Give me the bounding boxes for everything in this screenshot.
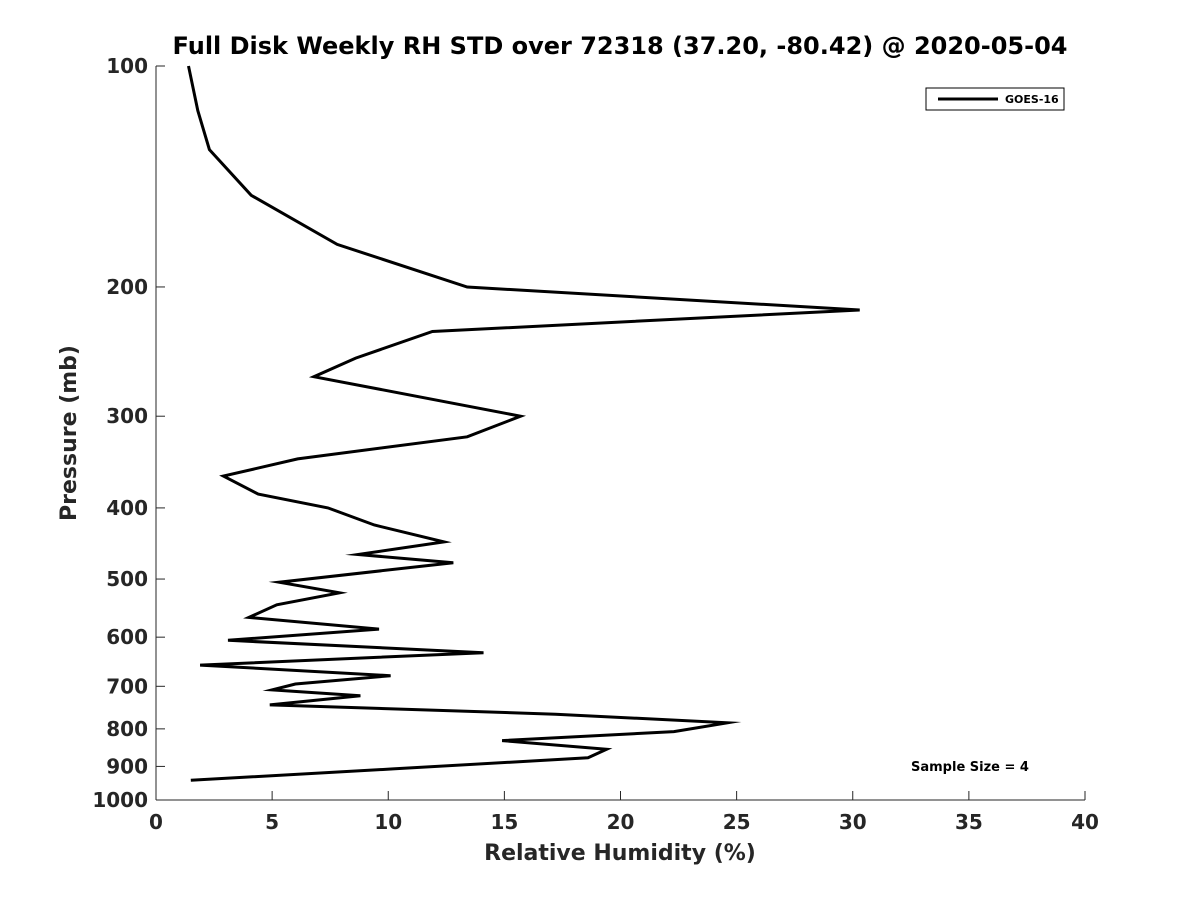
x-tick-label: 35 bbox=[955, 810, 983, 834]
x-tick-label: 25 bbox=[723, 810, 751, 834]
y-tick-label: 1000 bbox=[92, 788, 148, 812]
y-tick-label: 300 bbox=[106, 404, 148, 428]
chart-title: Full Disk Weekly RH STD over 72318 (37.2… bbox=[173, 32, 1068, 60]
x-axis-label: Relative Humidity (%) bbox=[484, 841, 756, 866]
y-tick-label: 400 bbox=[106, 496, 148, 520]
y-axis-label: Pressure (mb) bbox=[57, 345, 82, 521]
x-tick-label: 30 bbox=[839, 810, 867, 834]
x-tick-label: 40 bbox=[1071, 810, 1099, 834]
x-tick-label: 15 bbox=[490, 810, 518, 834]
y-tick-label: 900 bbox=[106, 754, 148, 778]
y-tick-label: 800 bbox=[106, 717, 148, 741]
x-tick-label: 20 bbox=[607, 810, 635, 834]
sample-size-annotation: Sample Size = 4 bbox=[911, 760, 1029, 775]
x-tick-label: 5 bbox=[265, 810, 279, 834]
plot-area: 0 5 10 15 20 25 30 35 40 100 200 300 400 500 600 700 800… bbox=[92, 54, 1099, 834]
series-line-goes-16 bbox=[187, 65, 860, 782]
y-tick-label: 500 bbox=[106, 567, 148, 591]
y-tick-label: 700 bbox=[106, 674, 148, 698]
y-tick-label: 600 bbox=[106, 625, 148, 649]
y-tick-label: 100 bbox=[106, 54, 148, 78]
legend: GOES-16 bbox=[925, 87, 1065, 111]
x-tick-label: 10 bbox=[374, 810, 402, 834]
y-tick-label: 200 bbox=[106, 275, 148, 299]
x-tick-label: 0 bbox=[149, 810, 163, 834]
legend-label-goes-16: GOES-16 bbox=[1005, 93, 1059, 106]
